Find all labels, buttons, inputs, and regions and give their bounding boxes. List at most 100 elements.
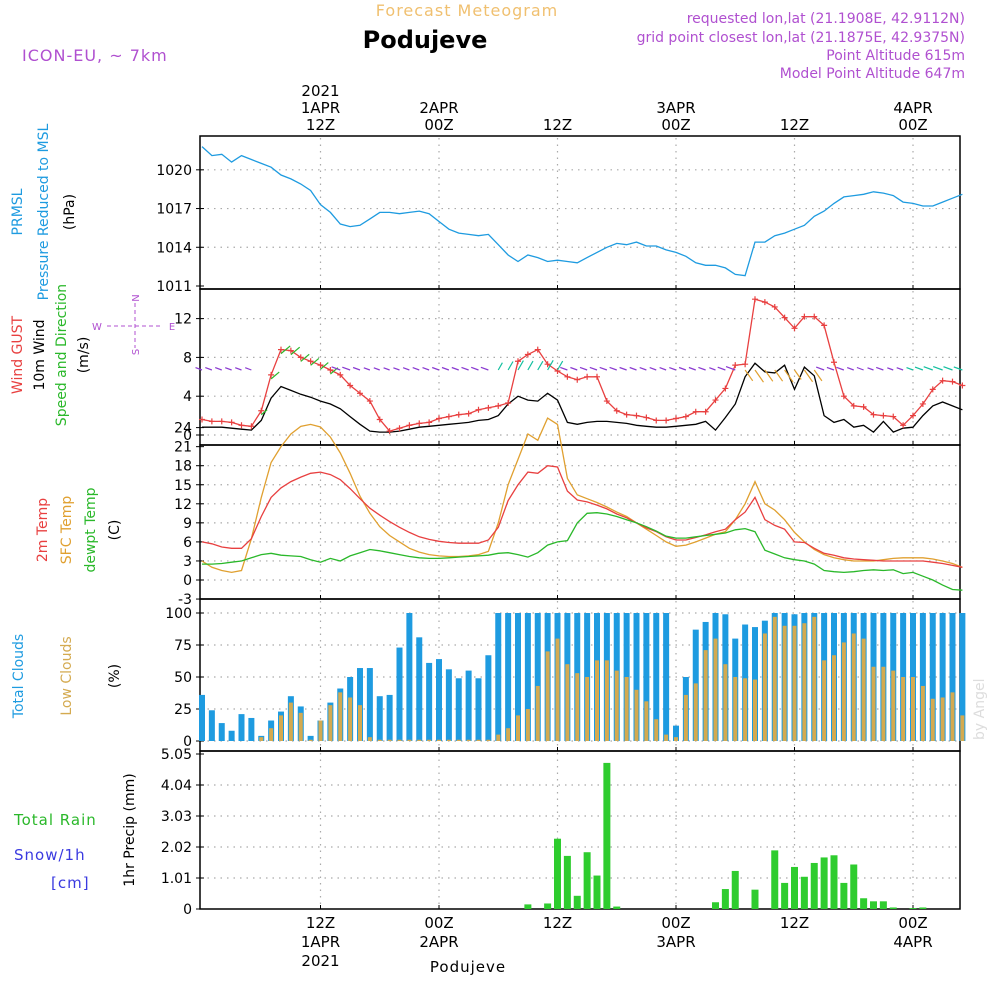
low-cloud-bar: [585, 677, 590, 741]
low-cloud-bar: [446, 739, 451, 741]
compass-n: N: [131, 294, 142, 301]
wind-arrow-icon: [342, 366, 351, 371]
gust-marker: [742, 361, 749, 368]
pressure-line: [201, 146, 963, 277]
low-cloud-bar: [565, 664, 570, 741]
total-cloud-bar: [436, 659, 442, 741]
gust-marker: [208, 418, 215, 425]
gust-marker: [840, 393, 847, 400]
model-label: ICON-EU, ~ 7km: [22, 46, 168, 65]
temp-tick-label: 9: [183, 516, 192, 532]
wind-arrow-icon: [260, 409, 268, 416]
t2m-line: [201, 465, 963, 568]
total-cloud-bar: [939, 613, 946, 741]
low-cloud-bar: [298, 712, 303, 741]
temp-tick-label: 15: [174, 478, 192, 494]
panel-label: (%): [107, 664, 123, 688]
low-cloud-bar: [703, 650, 708, 741]
clouds-tick-label: 50: [174, 670, 192, 686]
low-cloud-bar: [920, 685, 925, 741]
precip-bar: [751, 889, 759, 909]
gust-marker: [485, 404, 492, 411]
wind-arrow-icon: [205, 367, 213, 371]
grid-point-coords: grid point closest lon,lat (21.1875E, 42…: [637, 30, 965, 46]
low-cloud-bar: [723, 664, 728, 741]
wind-arrow-icon: [709, 367, 716, 371]
panel-label: SFC Temp: [59, 496, 75, 565]
panel-labels: PRMSL Pressure Reduced to MSL (hPa) Wind GU…: [10, 123, 138, 892]
panel-label: (m/s): [76, 337, 92, 374]
wind-arrow-icon: [953, 366, 963, 371]
wind-arrow-icon: [517, 360, 524, 371]
pressure-tick-label: 1011: [156, 279, 192, 295]
wind-arrow-icon: [461, 366, 469, 371]
wind-tick-label: 4: [183, 389, 192, 405]
gust-marker: [929, 386, 936, 393]
low-cloud-bar: [496, 734, 501, 741]
precip-bar: [830, 855, 838, 909]
gust-marker: [781, 314, 788, 321]
total-cloud-bar: [357, 668, 363, 741]
wind-tick-label: 12: [174, 312, 192, 328]
low-cloud-bar: [604, 660, 609, 741]
panel-label: Wind GUST: [10, 315, 26, 394]
gust-marker: [890, 413, 897, 420]
clouds-tick-label: 100: [165, 606, 192, 622]
wind-arrow-icon: [451, 366, 459, 371]
total-cloud-bar: [445, 669, 452, 741]
low-cloud-bar: [377, 739, 382, 741]
gust-marker: [752, 296, 758, 303]
total-cloud-bar: [465, 670, 472, 741]
temp-tick-label: 12: [174, 497, 192, 513]
gust-marker: [880, 412, 887, 419]
wind-arrow-icon: [875, 366, 884, 371]
wind-arrow-icon: [774, 369, 784, 382]
gust-marker: [426, 419, 433, 426]
total-cloud-bar: [475, 678, 482, 741]
precip-bar: [909, 908, 917, 909]
panel-label: Low Clouds: [59, 636, 75, 715]
low-cloud-bar: [437, 739, 441, 741]
low-cloud-bar: [367, 737, 372, 741]
gust-marker: [337, 371, 344, 378]
clouds-tick-label: 75: [174, 638, 192, 654]
low-cloud-bar: [318, 720, 323, 741]
panel-label: (C): [107, 520, 123, 541]
gust-marker: [682, 413, 689, 420]
low-cloud-bar: [575, 673, 580, 741]
wind-arrow-icon: [224, 367, 232, 371]
gust-marker: [870, 411, 877, 418]
wind-arrow-icon: [393, 367, 400, 371]
gust-marker: [268, 371, 275, 378]
precip-bar: [879, 901, 887, 909]
gust-marker: [613, 407, 620, 414]
wind-arrow-icon: [803, 369, 814, 383]
wind-arrow-icon: [906, 367, 914, 371]
gust-marker: [515, 358, 521, 365]
wind-arrow-icon: [619, 366, 627, 371]
low-cloud-bar: [802, 623, 807, 741]
total-cloud-bar: [929, 613, 936, 741]
gust-marker: [673, 415, 679, 422]
wind-arrow-icon: [383, 367, 390, 371]
low-cloud-bar: [812, 616, 817, 741]
gust-marker: [919, 400, 926, 407]
total-cloud-bar: [524, 613, 531, 741]
wind-gust-line: [201, 298, 963, 432]
gust-marker: [732, 362, 739, 369]
low-cloud-bar: [634, 689, 639, 741]
temp-tick-label: -3: [178, 592, 192, 608]
gust-marker: [455, 411, 462, 418]
low-cloud-bar: [506, 728, 511, 741]
gust-marker: [564, 373, 571, 380]
gust-marker: [623, 411, 630, 418]
wind-arrow-icon: [470, 366, 479, 371]
low-cloud-bar: [476, 739, 481, 741]
precip-bar: [603, 762, 611, 909]
low-cloud-bar: [940, 697, 945, 741]
low-cloud-bar: [733, 677, 738, 741]
precip-tick-label: 1.01: [161, 871, 192, 887]
total-cloud-bar: [485, 655, 492, 741]
